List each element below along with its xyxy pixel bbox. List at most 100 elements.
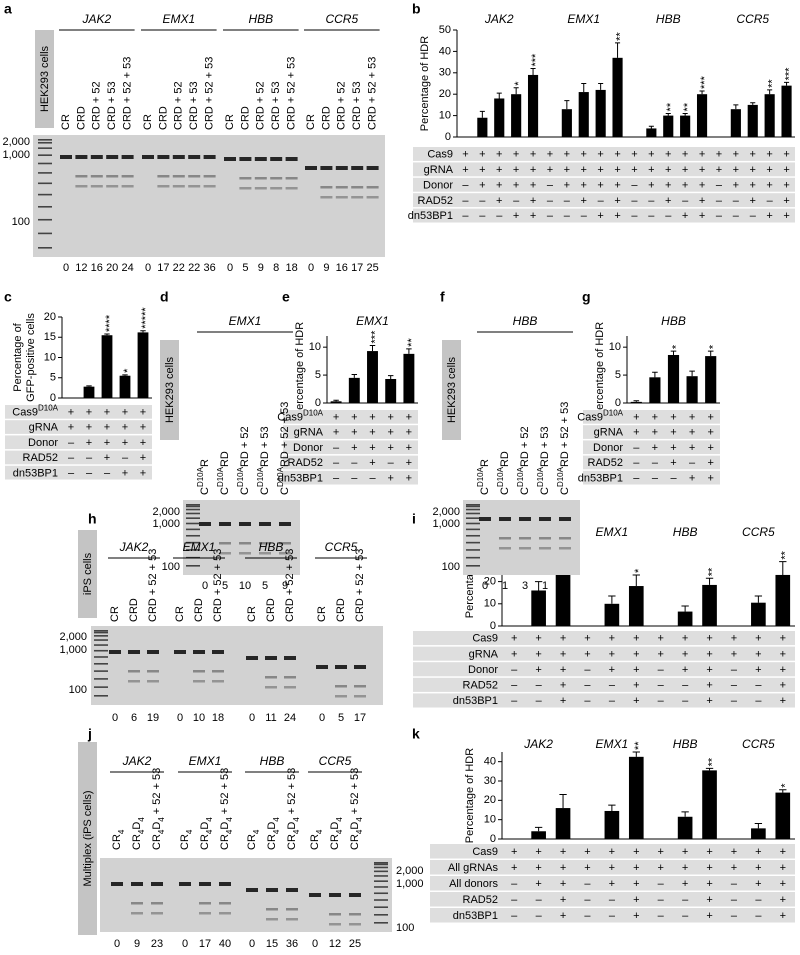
- sample-label-box: [442, 340, 461, 440]
- panel-letter: d: [160, 289, 169, 305]
- condition-label: All gRNAs: [448, 862, 499, 874]
- bar: [730, 109, 741, 137]
- gel: [183, 500, 300, 575]
- y-axis-label: Percentage of: [12, 322, 24, 391]
- condition-value: +: [68, 407, 74, 419]
- gel-band: [329, 893, 341, 897]
- lane-label: CR: [174, 606, 186, 622]
- ladder-band: [466, 534, 480, 537]
- condition-value: +: [369, 412, 375, 424]
- lane-label: CR4: [246, 829, 261, 850]
- error-bar: [369, 344, 376, 352]
- percent-label: 12: [75, 262, 87, 274]
- condition-value: –: [755, 910, 762, 922]
- gel-band: [109, 650, 121, 654]
- condition-value: +: [122, 437, 128, 449]
- lane-label: CR4D4 + 52 + 53: [151, 768, 166, 850]
- condition-value: +: [780, 894, 786, 906]
- condition-row: [413, 693, 795, 708]
- lane-label: CRD + 52: [336, 81, 348, 130]
- condition-value: +: [780, 648, 786, 660]
- y-tick-label: 10: [609, 341, 621, 353]
- condition-value: –: [511, 664, 518, 676]
- condition-value: +: [68, 422, 74, 434]
- lane-label-part: 4: [272, 817, 281, 822]
- ladder-band: [38, 154, 52, 156]
- condition-label: gRNA: [294, 427, 324, 439]
- condition-label: dn53BP1: [278, 472, 323, 484]
- condition-value: +: [780, 846, 786, 858]
- sample-label: HEK293 cells: [39, 45, 51, 112]
- y-tick-label: 0: [315, 397, 321, 409]
- ladder-band: [94, 656, 108, 658]
- percent-label: 19: [147, 712, 159, 724]
- condition-value: –: [511, 680, 518, 692]
- condition-value: +: [406, 472, 412, 484]
- lane-label: CR4D4: [131, 817, 146, 850]
- ladder-band: [466, 512, 480, 515]
- panel-letter: e: [282, 289, 290, 305]
- bar: [628, 586, 644, 626]
- lane-label-part: 4: [315, 829, 324, 834]
- gel-band: [131, 902, 143, 905]
- bar: [663, 115, 674, 137]
- condition-value: +: [670, 412, 676, 424]
- condition-value: –: [479, 210, 486, 222]
- lane-label: CRD: [239, 106, 251, 130]
- condition-value: +: [530, 149, 536, 161]
- gel-band: [286, 908, 298, 911]
- gel-band: [266, 918, 278, 921]
- condition-value: +: [682, 878, 688, 890]
- percent-label: 5: [242, 262, 248, 274]
- lane-label: CRD + 52 + 53: [147, 549, 159, 622]
- condition-row: [5, 450, 152, 465]
- error-bar: [598, 83, 604, 90]
- gel-band: [305, 166, 317, 170]
- condition-value: +: [530, 179, 536, 191]
- condition-value: +: [530, 164, 536, 176]
- gel-band: [219, 882, 231, 886]
- lane-label-part: 4: [355, 817, 364, 822]
- condition-value: +: [633, 878, 639, 890]
- gel-band: [366, 166, 379, 170]
- gel-band: [172, 175, 185, 178]
- condition-value: +: [496, 164, 502, 176]
- marker-label: 2,000: [152, 506, 180, 518]
- significance: ****: [104, 314, 116, 332]
- bar: [677, 611, 693, 626]
- lane-label: CD10ARD + 52 + 53: [276, 402, 291, 495]
- condition-value: +: [699, 149, 705, 161]
- lane-label: CRD + 52 + 53: [284, 549, 296, 622]
- condition-value: +: [597, 179, 603, 191]
- panel-letter: c: [4, 289, 12, 305]
- percent-label: 24: [284, 712, 296, 724]
- condition-value: +: [766, 179, 772, 191]
- lane-label-part: + 52 + 53: [349, 768, 361, 818]
- condition-value: +: [689, 427, 695, 439]
- condition-value: –: [369, 472, 376, 484]
- ladder-band: [374, 870, 388, 873]
- bar: [702, 584, 717, 626]
- condition-label: gRNA: [424, 164, 454, 176]
- lane-label-part: 4: [185, 829, 194, 834]
- condition-label: dn53BP1: [453, 910, 498, 922]
- percent-label: 17: [157, 262, 169, 274]
- lane-label: CR4D4 + 52 + 53: [349, 768, 364, 850]
- gel-band: [354, 685, 366, 688]
- condition-value: +: [86, 437, 92, 449]
- condition-value: –: [68, 467, 75, 479]
- condition-label: Cas9: [427, 149, 453, 161]
- condition-row: [413, 631, 795, 646]
- lane-label-part: RD + 52: [519, 426, 531, 467]
- condition-value: +: [513, 164, 519, 176]
- condition-value: +: [564, 164, 570, 176]
- condition-value: –: [658, 680, 665, 692]
- lane-label-part: C: [199, 487, 211, 495]
- condition-value: +: [614, 164, 620, 176]
- error-bar: [122, 374, 128, 376]
- ladder-band: [466, 522, 480, 525]
- gel-band: [265, 676, 277, 679]
- condition-value: +: [609, 664, 615, 676]
- y-tick-label: 20: [44, 311, 56, 323]
